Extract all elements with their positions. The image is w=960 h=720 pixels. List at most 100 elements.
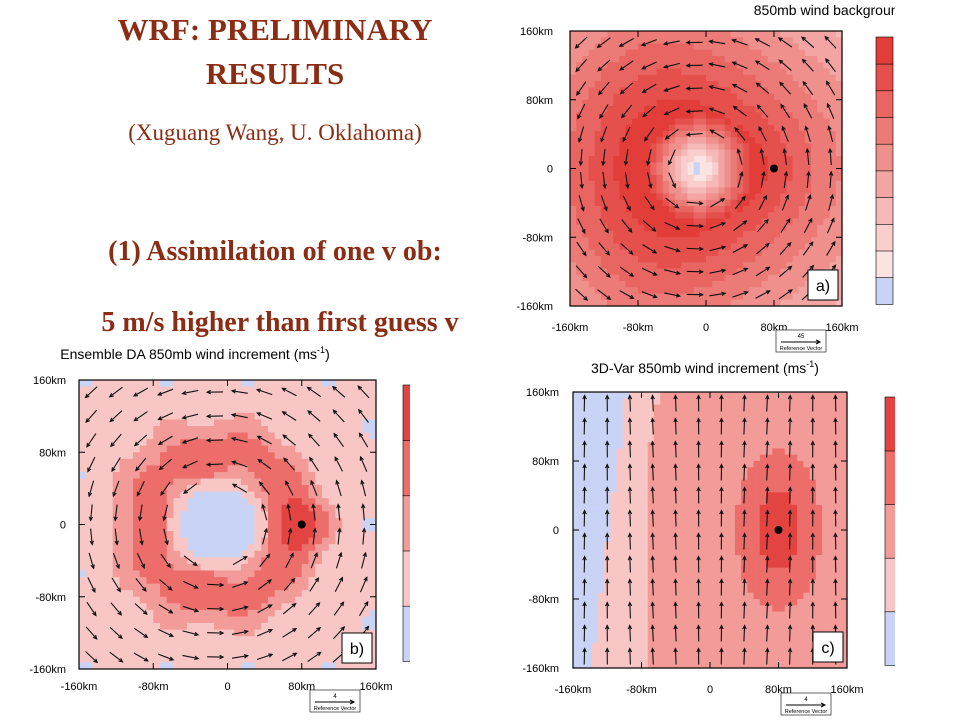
heatmap-cell — [718, 156, 726, 163]
heatmap-cell — [355, 491, 364, 499]
heatmap-cell — [570, 118, 577, 126]
wind-vector-head — [116, 587, 121, 593]
heatmap-cell — [743, 187, 750, 195]
heatmap-cell — [268, 478, 276, 486]
heatmap-cell — [573, 467, 580, 475]
heatmap-cell — [160, 544, 168, 552]
heatmap-cell — [638, 62, 645, 70]
heatmap-cell — [254, 609, 262, 618]
heatmap-cell — [749, 224, 757, 232]
wind-vector-head — [160, 490, 165, 496]
heatmap-cell — [718, 187, 726, 195]
heatmap-cell — [227, 531, 235, 539]
heatmap-cell — [699, 206, 707, 213]
heatmap-cell — [724, 218, 732, 226]
heatmap-cell — [761, 118, 769, 126]
heatmap-cell — [736, 143, 744, 151]
heatmap-cell — [582, 149, 590, 157]
heatmap-cell — [362, 504, 370, 512]
heatmap-cell — [220, 590, 229, 598]
heatmap-cell — [656, 299, 664, 307]
heatmap-cell — [220, 531, 229, 539]
wind-vector-head — [698, 201, 704, 206]
heatmap-cell — [613, 81, 621, 88]
heatmap-cell — [139, 445, 148, 453]
heatmap-cell — [79, 655, 87, 664]
heatmap-cell — [730, 224, 738, 232]
heatmap-cell — [247, 623, 256, 631]
heatmap-cell — [724, 237, 732, 245]
heatmap-cell — [322, 471, 330, 480]
heatmap-cell — [774, 231, 781, 238]
heatmap-cell — [349, 386, 357, 394]
heatmap-cell — [622, 548, 630, 556]
heatmap-cell — [112, 399, 121, 407]
heatmap-cell — [594, 93, 602, 101]
heatmap-cell — [180, 616, 188, 624]
heatmap-cell — [780, 212, 787, 220]
heatmap-cell — [133, 458, 141, 466]
heatmap-cell — [591, 636, 599, 644]
heatmap-cell — [92, 471, 100, 480]
heatmap-cell — [579, 642, 587, 650]
heatmap-cell — [335, 563, 343, 572]
heatmap-cell — [619, 262, 627, 270]
wind-vector-head — [763, 218, 769, 224]
wind-vector-shaft — [109, 651, 123, 663]
heatmap-cell — [638, 262, 645, 270]
wind-vector-head — [86, 442, 91, 448]
heatmap-cell — [749, 143, 757, 151]
wind-vector-shaft — [781, 195, 789, 211]
heatmap-cell — [220, 511, 229, 519]
heatmap-cell — [650, 62, 658, 70]
heatmap-cell — [227, 439, 235, 447]
heatmap-cell — [591, 410, 599, 418]
heatmap-cell — [699, 162, 707, 170]
heatmap-cell — [241, 471, 249, 480]
heatmap-cell — [112, 386, 121, 394]
heatmap-cell — [780, 68, 787, 76]
heatmap-cell — [835, 168, 843, 176]
heatmap-cell — [706, 143, 713, 151]
heatmap-cell — [817, 37, 825, 45]
heatmap-cell — [594, 149, 602, 157]
heatmap-cell — [718, 237, 726, 245]
heatmap-cell — [247, 563, 256, 572]
heatmap-cell — [681, 174, 689, 182]
heatmap-cell — [166, 399, 175, 407]
heatmap-cell — [308, 616, 316, 624]
heatmap-cell — [139, 649, 148, 657]
heatmap-cell — [687, 168, 695, 176]
heatmap-cell — [706, 49, 713, 57]
heatmap-cell — [576, 181, 583, 188]
heatmap-cell — [835, 218, 843, 226]
heatmap-cell — [829, 156, 837, 163]
heatmap-cell — [112, 471, 121, 480]
heatmap-cell — [718, 31, 726, 38]
heatmap-cell — [798, 124, 806, 132]
heatmap-cell — [786, 93, 794, 101]
heatmap-cell — [629, 573, 636, 581]
heatmap-cell — [594, 137, 602, 145]
heatmap-cell — [755, 287, 763, 295]
heatmap-cell — [591, 536, 599, 544]
heatmap-cell — [755, 49, 763, 57]
chart-title-main: 3D-Var 850mb wind increment (ms — [591, 360, 806, 376]
heatmap-cell — [650, 131, 658, 138]
heatmap-cell — [610, 486, 618, 493]
heatmap-cell — [234, 517, 242, 526]
heatmap-cell — [570, 187, 577, 195]
heatmap-cell — [662, 31, 670, 38]
heatmap-cell — [362, 406, 370, 414]
heatmap-cell — [261, 662, 269, 670]
heatmap-cell — [629, 555, 636, 562]
heatmap-cell — [173, 642, 181, 650]
heatmap-cell — [369, 485, 377, 493]
heatmap-cell — [227, 544, 235, 552]
heatmap-cell — [736, 218, 744, 226]
heatmap-cell — [573, 461, 580, 468]
heatmap-cell — [755, 43, 763, 51]
heatmap-cell — [811, 81, 818, 88]
heatmap-cell — [214, 563, 222, 572]
wind-vector-head — [829, 193, 834, 200]
